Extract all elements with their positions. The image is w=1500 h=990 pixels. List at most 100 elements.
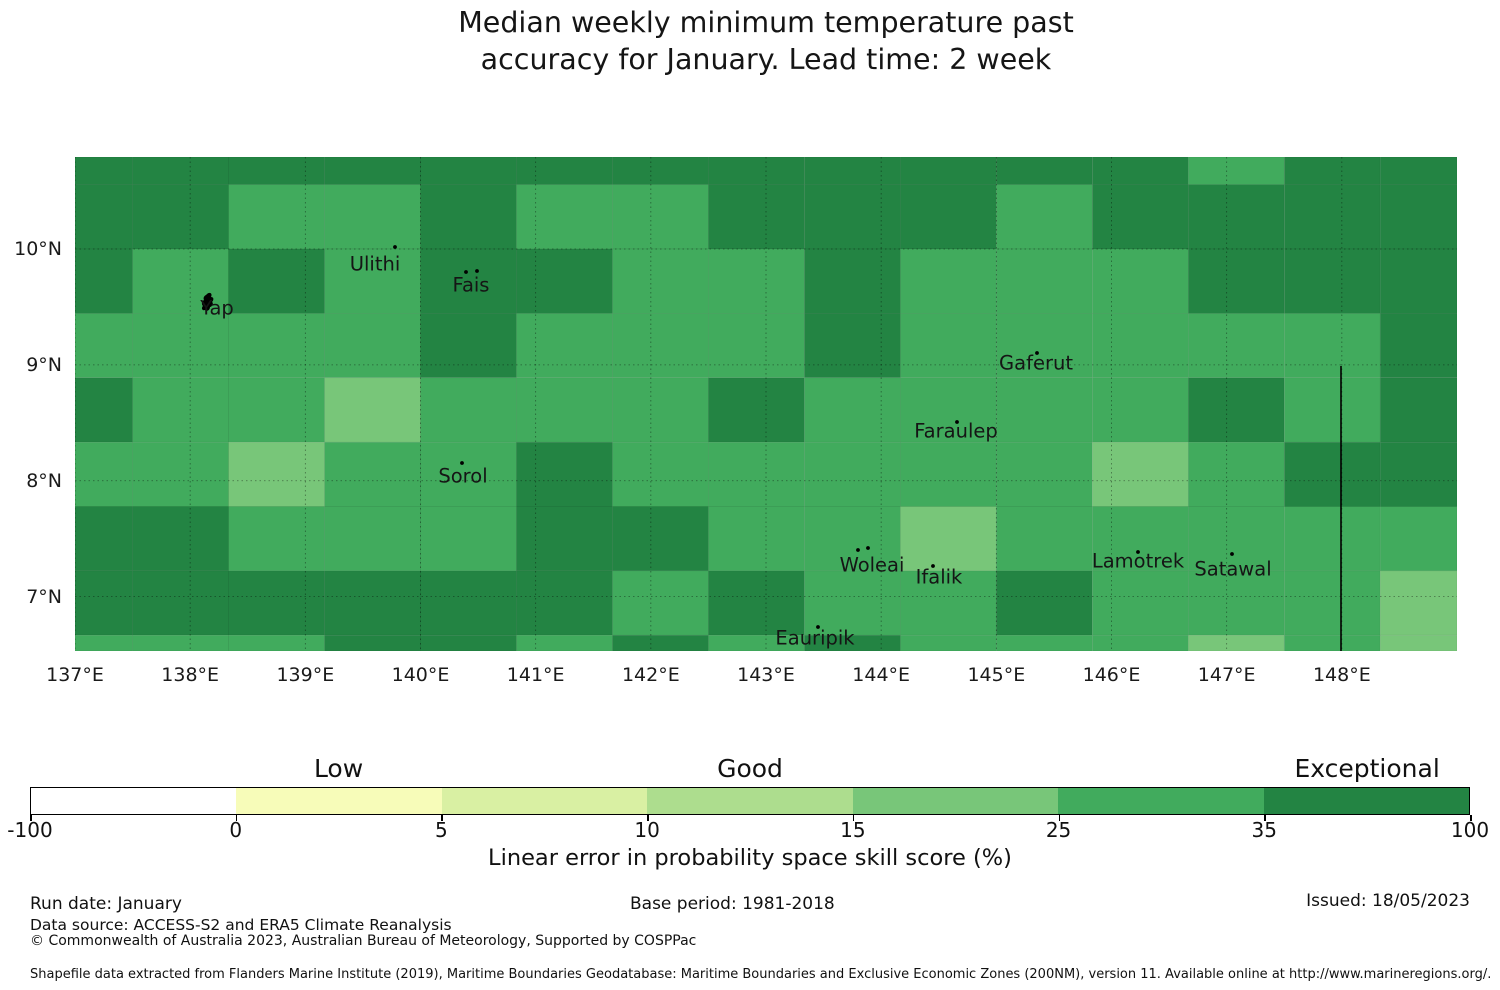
colorbar-tick-label: -100 — [7, 818, 53, 842]
grid-cell — [1091, 441, 1189, 507]
shapefile-attribution-text: Shapefile data extracted from Flanders M… — [30, 967, 1492, 982]
grid-cell — [420, 570, 517, 636]
island-dot-marker — [1035, 351, 1039, 355]
grid-cell — [804, 184, 901, 250]
grid-cell — [1284, 377, 1381, 443]
grid-cell — [612, 313, 709, 378]
grid-cell — [804, 377, 901, 443]
lon-tick-label: 145°E — [967, 664, 1026, 686]
island-label: Eauripik — [775, 627, 855, 650]
colorbar-segment-10-15 — [647, 788, 853, 814]
lon-tick-label: 139°E — [276, 664, 335, 686]
grid-cell — [612, 634, 709, 652]
grid-cell — [708, 248, 805, 314]
island-dot-marker — [464, 270, 468, 274]
lon-tick-label: 138°E — [161, 664, 220, 686]
grid-cell — [612, 156, 709, 185]
colorbar-tick-mark — [1470, 815, 1472, 821]
colorbar-tick-mark — [235, 815, 238, 821]
lon-tick-label: 147°E — [1197, 664, 1256, 686]
grid-cell — [900, 377, 997, 443]
grid-cell — [132, 634, 229, 652]
grid-cell — [324, 156, 421, 185]
colorbar-segment-35-100 — [1263, 788, 1469, 814]
data-source-text: Data source: ACCESS-S2 and ERA5 Climate … — [30, 916, 452, 934]
colorbar-tick-mark — [1058, 815, 1061, 821]
grid-cell — [228, 506, 325, 572]
grid-cell — [1091, 506, 1189, 572]
grid-cell — [804, 313, 901, 378]
colorbar-segment-0-5 — [236, 788, 442, 814]
grid-cell — [612, 570, 709, 636]
lon-tick-label: 140°E — [391, 664, 450, 686]
grid-cell — [228, 634, 325, 652]
island-dot-marker — [393, 245, 397, 249]
island-dot-marker — [866, 546, 870, 550]
island-label: Faraulep — [914, 420, 998, 443]
grid-cell — [74, 184, 133, 250]
colorbar-segment--100-0 — [31, 788, 237, 814]
grid-cell — [708, 184, 805, 250]
grid-cell — [74, 377, 133, 443]
grid-cell — [132, 441, 229, 507]
grid-cell — [995, 441, 1093, 507]
grid-cell — [1188, 156, 1285, 185]
issued-date-text: Issued: 18/05/2023 — [1306, 891, 1470, 911]
colorbar-category-label: Low — [313, 754, 364, 783]
grid-cell — [708, 441, 805, 507]
grid-cell — [995, 184, 1093, 250]
grid-cell — [1091, 313, 1189, 378]
lat-tick-label: 7°N — [26, 585, 62, 608]
chart-title-line1: Median weekly minimum temperature past — [458, 6, 1074, 39]
island-label: Satawal — [1194, 558, 1271, 581]
grid-cell — [1379, 377, 1458, 443]
heatmap-canvas: Yap Ulithi Fais Sorol Gaferut Faraulep Woleai I… — [74, 156, 1458, 652]
grid-cell — [516, 441, 613, 507]
lat-tick-label: 10°N — [14, 238, 62, 260]
grid-cell — [1379, 313, 1458, 378]
grid-cell — [900, 634, 997, 652]
yap-island-shape — [201, 292, 214, 311]
grid-cell — [1284, 634, 1381, 652]
grid-cell — [324, 248, 421, 314]
grid-cell — [420, 156, 517, 185]
grid-cell — [1284, 248, 1381, 314]
lon-tick-label: 144°E — [852, 664, 911, 686]
grid-cell — [612, 377, 709, 443]
grid-cell — [228, 441, 325, 507]
grid-cell — [74, 313, 133, 378]
grid-cell — [516, 506, 613, 572]
grid-cell — [804, 441, 901, 507]
grid-cell — [900, 313, 997, 378]
grid-cell — [516, 570, 613, 636]
grid-cell — [1379, 184, 1458, 250]
grid-cell — [1091, 634, 1189, 652]
island-dot-marker — [955, 420, 959, 424]
lon-tick-label: 148°E — [1312, 664, 1371, 686]
colorbar-tick-label: 35 — [1251, 818, 1277, 842]
grid-cell — [324, 570, 421, 636]
grid-cell — [324, 506, 421, 572]
grid-cell — [74, 156, 133, 185]
grid-cell — [1379, 570, 1458, 636]
grid-cell — [1091, 156, 1189, 185]
island-dot-marker — [1230, 552, 1234, 556]
grid-cell — [612, 506, 709, 572]
grid-cell — [900, 441, 997, 507]
grid-cell — [1284, 184, 1381, 250]
grid-cell — [708, 313, 805, 378]
grid-cell — [1284, 506, 1381, 572]
grid-cell — [1284, 441, 1381, 507]
island-dot-marker — [475, 269, 479, 273]
grid-cell — [324, 441, 421, 507]
colorbar-tick-mark — [441, 815, 443, 821]
grid-cell — [132, 313, 229, 378]
island-label: Lamotrek — [1092, 550, 1185, 573]
grid-cell — [516, 634, 613, 652]
colorbar-tick-mark — [852, 815, 855, 821]
island-label: Sorol — [438, 465, 487, 488]
island-dot-marker — [856, 548, 860, 552]
base-period-text: Base period: 1981-2018 — [630, 894, 835, 914]
grid-cell — [1091, 184, 1189, 250]
island-dot-marker — [931, 564, 935, 568]
